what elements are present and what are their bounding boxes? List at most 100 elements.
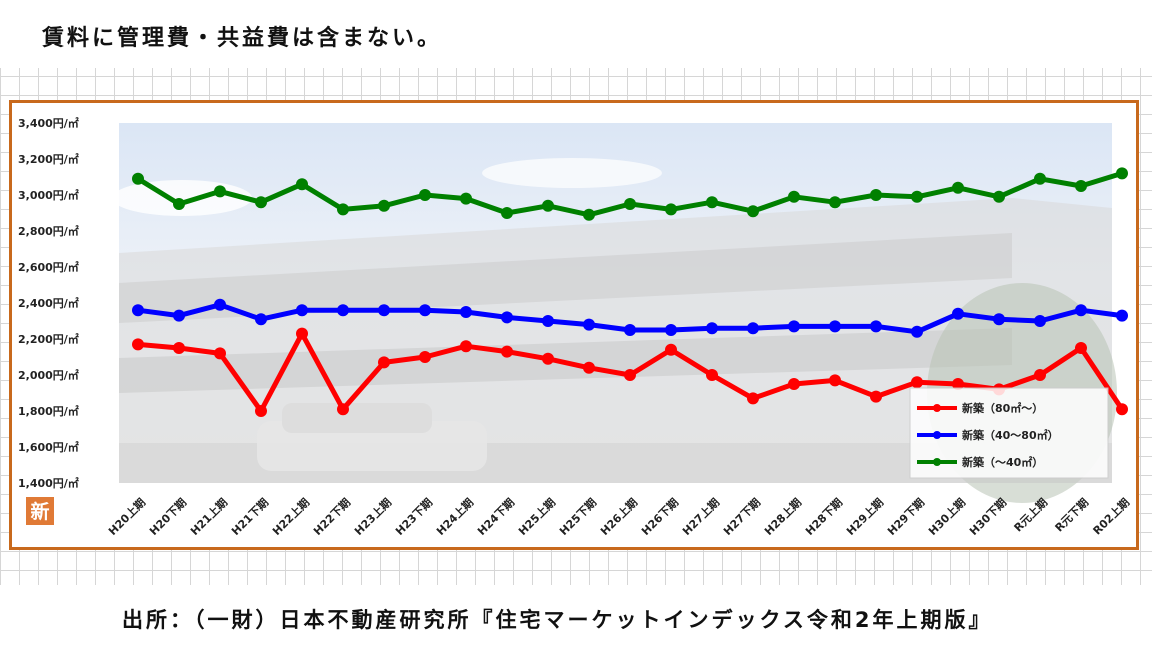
y-tick-label: 2,800円/㎡ <box>18 224 79 238</box>
data-point <box>829 196 841 209</box>
data-point <box>1075 342 1087 354</box>
header-band <box>0 0 1152 68</box>
y-tick-label: 2,600円/㎡ <box>18 260 79 274</box>
x-tick-label: H22上期 <box>269 495 312 538</box>
x-tick-label: H28下期 <box>802 495 845 538</box>
data-point <box>747 205 759 218</box>
legend-item: 新築（～40㎡） <box>917 455 1043 469</box>
y-tick-label: 1,600円/㎡ <box>18 440 79 454</box>
data-point <box>952 378 964 390</box>
data-point <box>747 392 759 405</box>
x-tick-label: H27上期 <box>679 495 722 538</box>
x-tick-label: H25下期 <box>556 495 599 538</box>
data-point <box>173 198 185 210</box>
x-tick-label: H26上期 <box>597 495 640 538</box>
data-point <box>665 203 677 216</box>
data-point <box>911 325 923 338</box>
data-point <box>378 199 390 212</box>
data-point <box>1075 180 1087 192</box>
data-point <box>378 304 390 317</box>
data-point <box>542 315 554 327</box>
y-tick-label: 3,000円/㎡ <box>18 188 79 202</box>
data-point <box>706 369 718 381</box>
data-point <box>132 172 144 185</box>
data-point <box>706 196 718 209</box>
legend-label: 新築（40～80㎡） <box>962 428 1059 442</box>
chart-frame: 1,400円/㎡ 1,600円/㎡ 1,800円/㎡ 2,000円/㎡ 2,200円/㎡… <box>9 100 1139 550</box>
x-tick-label: H22下期 <box>310 495 353 538</box>
legend-swatch-marker <box>933 431 941 439</box>
data-point <box>501 345 513 358</box>
data-point <box>870 390 882 403</box>
data-point <box>870 189 882 201</box>
data-point <box>542 199 554 212</box>
data-point <box>173 342 185 354</box>
data-point <box>624 369 636 381</box>
data-point <box>542 352 554 365</box>
data-point <box>788 190 800 203</box>
chart-legend: 新築（80㎡～） 新築（40～80㎡） 新築（～40㎡） <box>909 387 1109 479</box>
data-point <box>132 338 144 351</box>
data-point <box>911 190 923 203</box>
data-point <box>296 304 308 317</box>
x-tick-label: H29上期 <box>843 495 886 538</box>
footer-band <box>0 585 1152 647</box>
data-point <box>1116 167 1128 180</box>
data-point <box>337 403 349 416</box>
series-layer <box>132 167 1128 417</box>
data-point <box>501 207 513 219</box>
data-point <box>911 376 923 389</box>
y-tick-label: 1,800円/㎡ <box>18 404 79 418</box>
data-point <box>870 320 882 333</box>
x-tick-label: H20上期 <box>105 495 148 538</box>
y-axis: 1,400円/㎡ 1,600円/㎡ 1,800円/㎡ 2,000円/㎡ 2,200円/㎡… <box>18 116 79 490</box>
x-tick-label: H25上期 <box>515 495 558 538</box>
legend-label: 新築（～40㎡） <box>962 455 1043 469</box>
data-point <box>214 298 226 311</box>
x-tick-label: H20下期 <box>146 495 189 538</box>
data-point <box>952 181 964 194</box>
source-citation: 出所：（一財）日本不動産研究所『住宅マーケットインデックス令和2年上期版』 <box>122 608 993 632</box>
x-tick-label: H27下期 <box>720 495 763 538</box>
x-tick-label: H21下期 <box>228 495 271 538</box>
data-point <box>665 343 677 356</box>
data-point <box>706 322 718 335</box>
data-point <box>583 208 595 221</box>
legend-item: 新築（80㎡～） <box>917 401 1043 415</box>
x-tick-label: H21上期 <box>187 495 230 538</box>
data-point <box>378 356 390 369</box>
data-point <box>952 307 964 320</box>
data-point <box>1034 315 1046 327</box>
x-tick-label: R02上期 <box>1090 495 1132 537</box>
data-point <box>460 192 472 205</box>
data-point <box>214 347 226 360</box>
x-tick-label: H30下期 <box>966 495 1009 538</box>
data-point <box>624 198 636 210</box>
data-point <box>583 361 595 374</box>
data-point <box>993 313 1005 326</box>
new-build-badge-icon: 新 <box>26 497 54 525</box>
data-point <box>255 313 267 326</box>
y-tick-label: 2,400円/㎡ <box>18 296 79 310</box>
data-point <box>419 189 431 201</box>
data-point <box>1034 172 1046 185</box>
x-tick-label: H24下期 <box>474 495 517 538</box>
x-tick-label: H24上期 <box>433 495 476 538</box>
y-tick-label: 3,400円/㎡ <box>18 116 79 130</box>
data-point <box>501 311 513 324</box>
data-point <box>337 203 349 216</box>
x-tick-label: R元下期 <box>1052 495 1091 534</box>
x-tick-label: H28上期 <box>761 495 804 538</box>
series-line-1 <box>132 298 1128 338</box>
data-point <box>214 185 226 198</box>
data-point <box>829 320 841 333</box>
data-point <box>460 306 472 318</box>
rent-line-chart: 1,400円/㎡ 1,600円/㎡ 1,800円/㎡ 2,000円/㎡ 2,200円/㎡… <box>18 116 1132 538</box>
x-tick-label: H23下期 <box>392 495 435 538</box>
data-point <box>296 327 308 340</box>
rent-note: 賃料に管理費・共益費は含まない。 <box>42 26 443 51</box>
legend-label: 新築（80㎡～） <box>962 401 1043 415</box>
legend-item: 新築（40～80㎡） <box>917 428 1059 442</box>
data-point <box>337 304 349 317</box>
data-point <box>173 309 185 322</box>
